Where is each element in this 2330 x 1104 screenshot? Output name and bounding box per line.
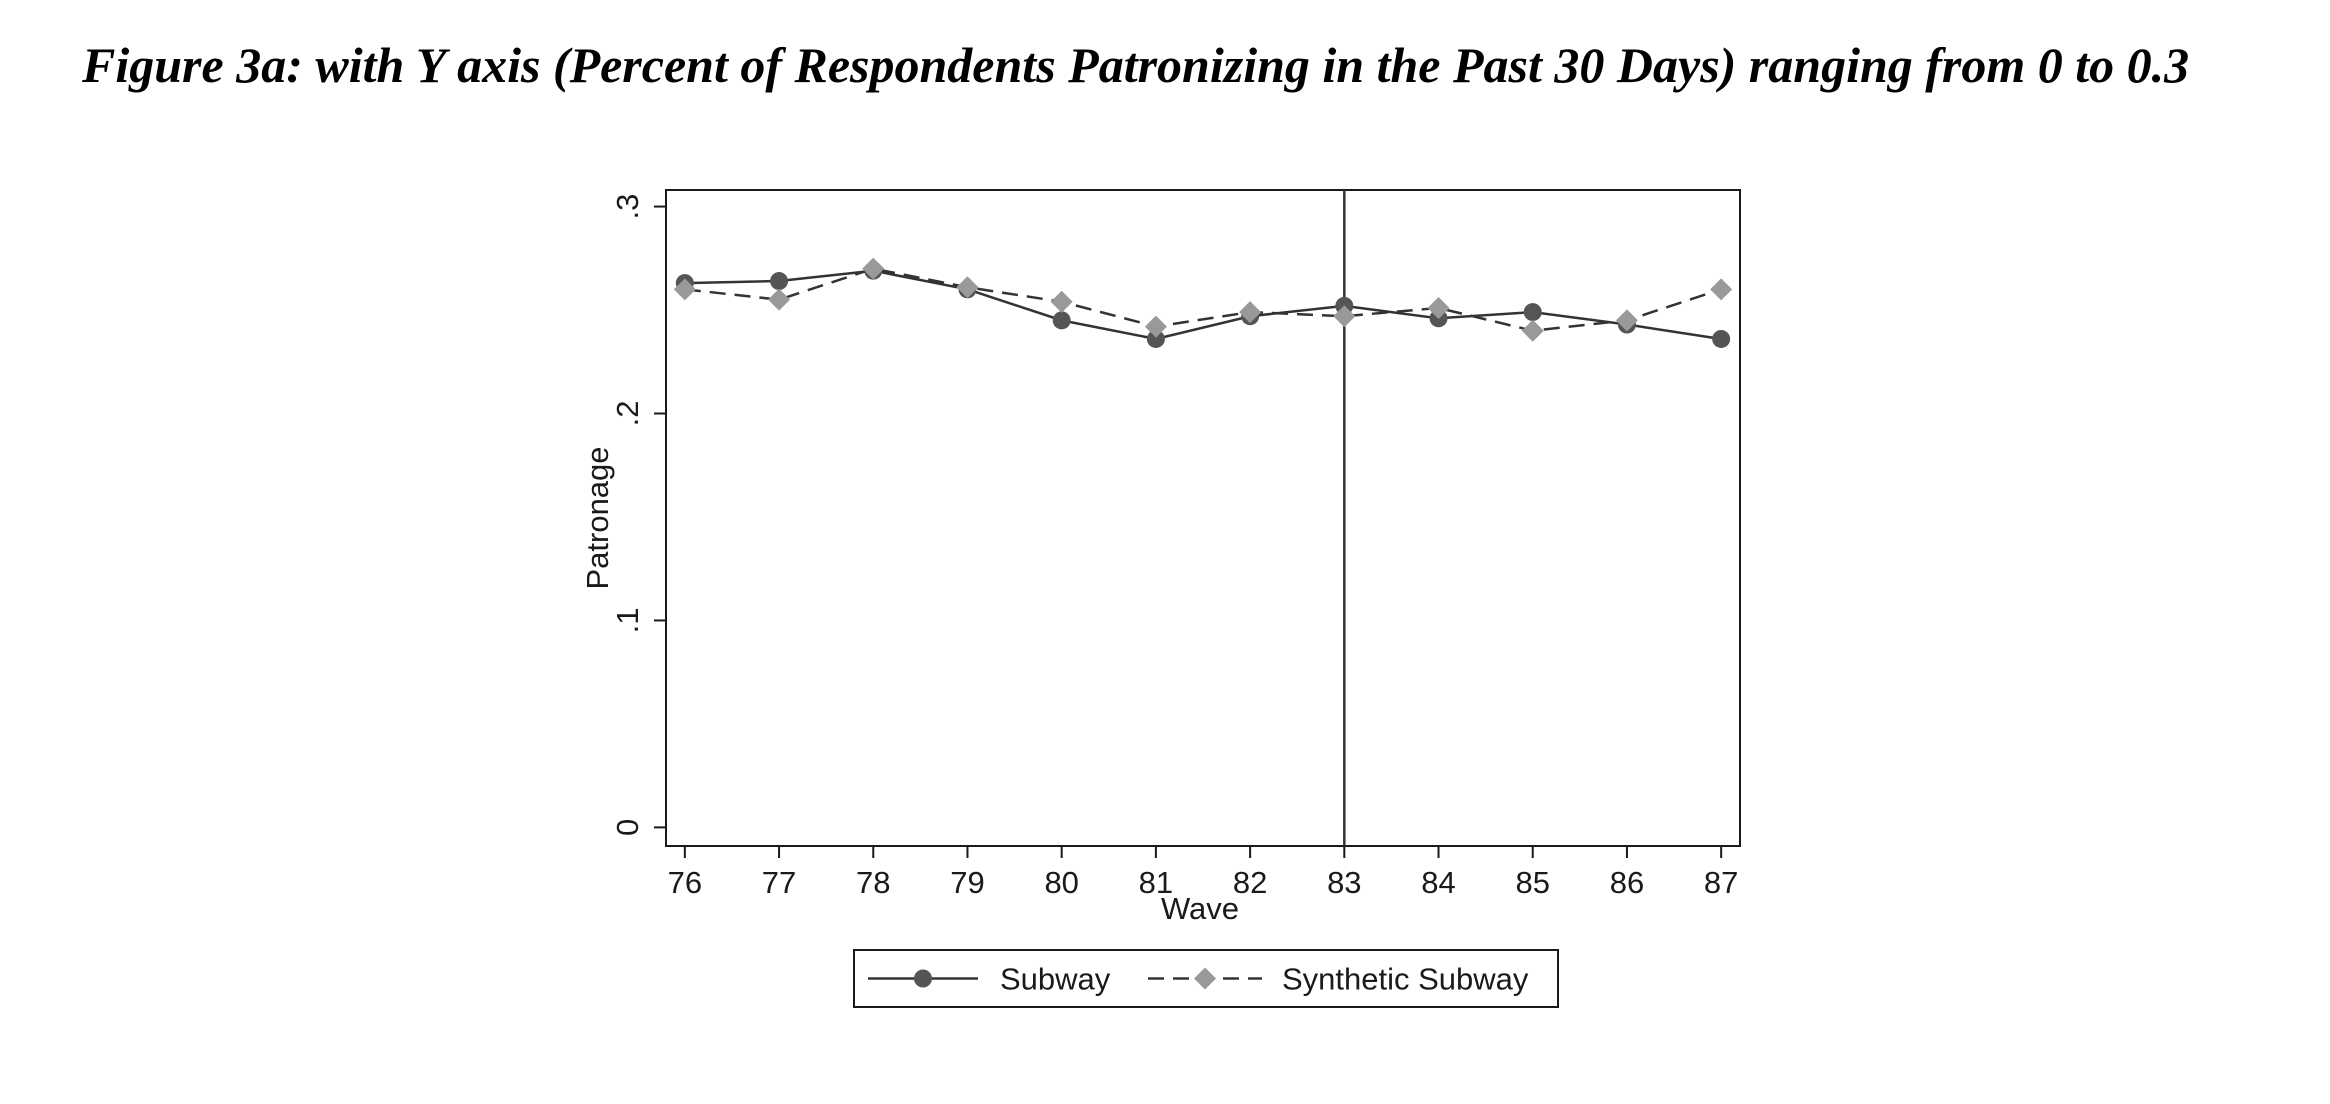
legend-marker bbox=[914, 969, 932, 988]
legend-label-subway: Subway bbox=[1000, 962, 1111, 997]
data-point bbox=[1052, 311, 1071, 330]
x-tick-label: 80 bbox=[1044, 865, 1078, 900]
data-point bbox=[1615, 309, 1638, 332]
legend-entry-subway: Subway bbox=[868, 962, 1111, 997]
x-tick-label: 85 bbox=[1515, 865, 1549, 900]
x-tick-label: 81 bbox=[1139, 865, 1173, 900]
legend: Subway Synthetic Subway bbox=[853, 949, 1559, 1008]
series-line bbox=[684, 267, 1722, 332]
x-tick-label: 79 bbox=[950, 865, 984, 900]
data-point bbox=[1710, 278, 1733, 301]
series-synthetic-subway bbox=[673, 257, 1733, 342]
data-point bbox=[1427, 296, 1450, 319]
data-point bbox=[673, 278, 696, 301]
y-axis: 0 .1 .2 .3 bbox=[610, 194, 666, 836]
y-tick-label: 0 bbox=[610, 819, 645, 836]
legend-marker bbox=[1194, 967, 1216, 990]
x-tick-label: 76 bbox=[668, 865, 702, 900]
data-point bbox=[1712, 329, 1731, 348]
figure-title: Figure 3a: with Y axis (Percent of Respo… bbox=[82, 37, 2190, 93]
y-tick-label: .1 bbox=[610, 608, 645, 634]
data-point bbox=[1146, 329, 1165, 348]
data-point bbox=[1333, 305, 1356, 328]
x-tick-label: 84 bbox=[1421, 865, 1455, 900]
x-tick-label: 77 bbox=[762, 865, 796, 900]
x-tick-label: 82 bbox=[1233, 865, 1267, 900]
series-group bbox=[673, 257, 1733, 348]
data-point bbox=[1521, 319, 1544, 342]
data-point bbox=[768, 288, 791, 311]
y-tick-label: .2 bbox=[610, 401, 645, 427]
x-tick-label: 86 bbox=[1610, 865, 1644, 900]
y-tick-label: .3 bbox=[610, 194, 645, 220]
plot-border bbox=[665, 189, 1741, 847]
legend-label-synthetic-subway: Synthetic Subway bbox=[1282, 962, 1529, 997]
data-point bbox=[1050, 290, 1073, 313]
data-point bbox=[1523, 303, 1542, 322]
data-point bbox=[862, 257, 885, 280]
x-axis-title: Wave bbox=[1161, 891, 1239, 926]
series-subway bbox=[675, 261, 1731, 348]
x-tick-label: 78 bbox=[856, 865, 890, 900]
data-point bbox=[1144, 315, 1167, 338]
legend-entry-synthetic-subway: Synthetic Subway bbox=[1148, 962, 1529, 997]
plot-area bbox=[665, 189, 1741, 847]
data-point bbox=[956, 276, 979, 299]
y-axis-title: Patronage bbox=[580, 446, 615, 589]
x-axis: 76 77 78 79 80 81 82 83 84 85 86 87 bbox=[668, 846, 1738, 900]
x-tick-label: 87 bbox=[1704, 865, 1738, 900]
x-tick-label: 83 bbox=[1327, 865, 1361, 900]
data-point bbox=[770, 272, 789, 291]
data-point bbox=[1239, 301, 1262, 324]
series-line bbox=[684, 269, 1722, 341]
